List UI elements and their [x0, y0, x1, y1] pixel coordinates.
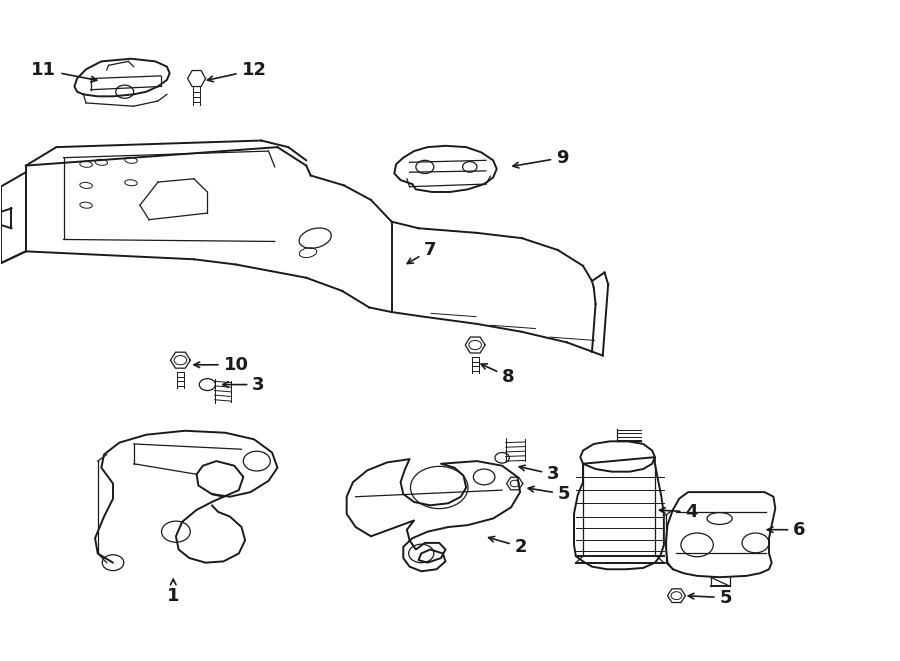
Text: 4: 4: [660, 503, 698, 521]
Text: 12: 12: [207, 61, 266, 82]
Text: 5: 5: [688, 589, 732, 607]
Text: 1: 1: [167, 579, 179, 605]
Text: 10: 10: [194, 356, 248, 374]
Text: 8: 8: [482, 364, 515, 385]
Text: 3: 3: [519, 465, 560, 483]
Text: 2: 2: [489, 537, 527, 556]
Text: 9: 9: [513, 149, 569, 168]
Text: 7: 7: [408, 241, 436, 264]
Text: 11: 11: [32, 61, 97, 82]
Text: 6: 6: [768, 521, 806, 539]
Text: 5: 5: [528, 485, 571, 503]
Text: 3: 3: [223, 375, 265, 393]
